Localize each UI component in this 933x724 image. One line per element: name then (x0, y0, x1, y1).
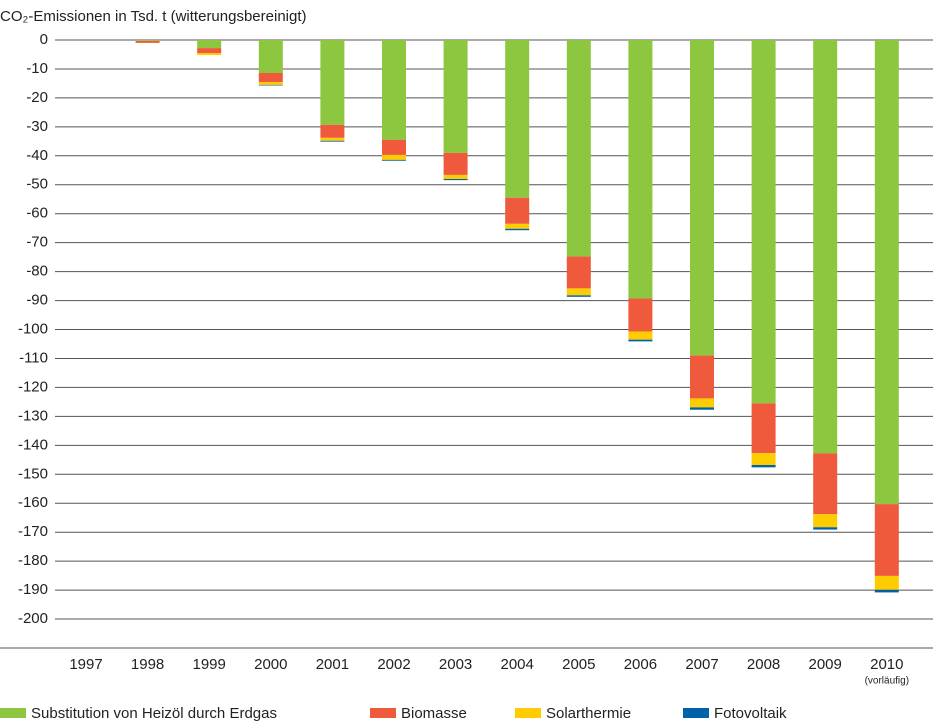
annotation: (vorläufig) (865, 676, 909, 687)
bar-segment (690, 355, 714, 399)
bar-segment (320, 124, 345, 138)
bar-segment (690, 407, 714, 410)
y-tick-label: -40 (26, 147, 48, 164)
bar-segment (505, 228, 530, 231)
bar-segment (320, 137, 345, 141)
y-tick-label: -140 (18, 436, 48, 453)
bar-segment (135, 40, 160, 43)
bar-segment (382, 40, 406, 140)
x-tick-label: 1999 (193, 656, 226, 673)
bar-segment (751, 40, 776, 404)
chart-title: CO₂-Emissionen in Tsd. t (witterungsbere… (0, 8, 307, 25)
x-tick-label: 1998 (131, 656, 164, 673)
y-tick-label: -30 (26, 118, 48, 135)
x-tick-label: 2005 (562, 656, 595, 673)
legend-label: Fotovoltaik (714, 705, 787, 722)
bar-segment (382, 154, 406, 160)
bar-segment (443, 174, 468, 179)
y-tick-label: -150 (18, 465, 48, 482)
x-tick-label: 2003 (439, 656, 472, 673)
bar-segment (258, 81, 283, 85)
y-tick-label: -200 (18, 610, 48, 627)
bar-segment (813, 40, 838, 454)
legend-label: Substitution von Heizöl durch Erdgas (31, 705, 277, 722)
y-tick-label: -50 (26, 176, 48, 193)
bar-segment (197, 48, 222, 54)
bar-segment (566, 295, 591, 297)
y-tick-label: -60 (26, 205, 48, 222)
bar-segment (874, 504, 899, 576)
bar-segment (197, 40, 222, 49)
legend-swatch (370, 708, 396, 718)
bar-segment (443, 40, 468, 153)
bar-segment (320, 40, 345, 125)
y-tick-label: -70 (26, 234, 48, 251)
legend-swatch (683, 708, 709, 718)
y-tick-label: -160 (18, 494, 48, 511)
x-tick-label: 1997 (69, 656, 102, 673)
bar-segment (320, 140, 345, 142)
bar-segment (135, 40, 160, 41)
y-tick-label: 0 (40, 31, 48, 48)
bar-segment (628, 339, 653, 342)
x-tick-label: 2004 (501, 656, 534, 673)
x-tick-label: 2002 (377, 656, 410, 673)
bar-segment (382, 159, 406, 161)
bar-segment (197, 53, 222, 56)
bar-segment (751, 465, 776, 468)
x-tick-label: 2007 (685, 656, 718, 673)
y-tick-label: -90 (26, 292, 48, 309)
y-tick-label: -80 (26, 263, 48, 280)
bar-segment (505, 40, 530, 198)
y-tick-label: -10 (26, 60, 48, 77)
bar-segment (874, 40, 899, 505)
y-tick-label: -100 (18, 320, 48, 337)
y-tick-label: -170 (18, 523, 48, 540)
x-tick-label: 2000 (254, 656, 287, 673)
bar-segment (382, 139, 406, 155)
bar-segment (690, 40, 714, 356)
bar-segment (505, 197, 530, 224)
y-tick-label: -130 (18, 407, 48, 424)
x-tick-label: 2009 (809, 656, 842, 673)
bar-segment (690, 398, 714, 408)
legend-label: Biomasse (401, 705, 467, 722)
y-tick-label: -180 (18, 552, 48, 569)
bar-segment (628, 298, 653, 332)
bar-segment (874, 575, 899, 590)
bar-segment (443, 152, 468, 175)
x-tick-label: 2010 (870, 656, 903, 673)
bar-segment (813, 453, 838, 515)
bar-segment (813, 514, 838, 528)
y-tick-label: -110 (19, 349, 48, 366)
legend-swatch (515, 708, 541, 718)
bar-segment (628, 40, 653, 299)
bar-segment (566, 40, 591, 257)
y-tick-label: -190 (18, 581, 48, 598)
legend-label: Solarthermie (546, 705, 631, 722)
bar-segment (751, 403, 776, 454)
x-tick-label: 2001 (316, 656, 349, 673)
bar-segment (258, 40, 283, 74)
bar-segment (443, 178, 468, 181)
bar-segment (566, 256, 591, 289)
bar-segment (813, 527, 838, 530)
legend-swatch (0, 708, 26, 718)
bar-segment (566, 288, 591, 296)
bar-segment (874, 589, 899, 593)
bar-segment (505, 223, 530, 229)
bar-segment (751, 453, 776, 466)
y-tick-label: -20 (26, 89, 48, 106)
bar-segment (628, 331, 653, 340)
x-tick-label: 2006 (624, 656, 657, 673)
x-tick-label: 2008 (747, 656, 780, 673)
bar-segment (258, 73, 283, 82)
bar-segment (258, 84, 283, 86)
y-tick-label: -120 (18, 378, 48, 395)
